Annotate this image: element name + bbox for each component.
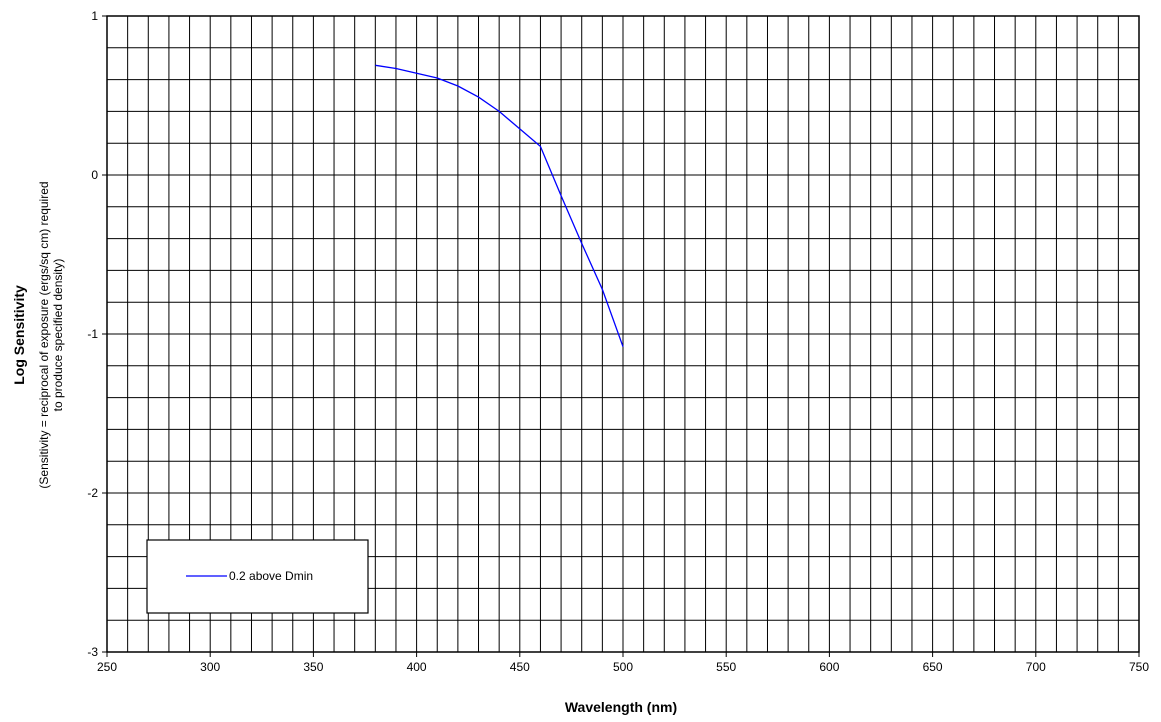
legend-label-0: 0.2 above Dmin [229, 569, 313, 583]
y-tick-label: 0 [91, 168, 98, 182]
y-axis-tick-labels: 1 0 -1 -2 -3 [87, 9, 107, 659]
y-axis-note-group: (Sensitivity = reciprocal of exposure (e… [37, 181, 51, 488]
x-tick-label: 550 [716, 660, 736, 674]
x-tick-label: 650 [923, 660, 943, 674]
y-axis-note-group-2: to produce specified density) [51, 259, 65, 412]
y-tick-label: -2 [87, 486, 98, 500]
gridlines [107, 16, 1139, 652]
y-tick-label: 1 [91, 9, 98, 23]
x-tick-label: 250 [97, 660, 117, 674]
y-axis-note-line-1: (Sensitivity = reciprocal of exposure (e… [37, 181, 51, 488]
y-axis-title: Log Sensitivity [11, 285, 27, 385]
legend: 0.2 above Dmin [146, 539, 369, 614]
x-axis-tick-labels: 250 300 350 400 450 500 550 600 650 700 750 [97, 652, 1149, 674]
x-tick-label: 500 [613, 660, 633, 674]
y-tick-label: -1 [87, 327, 98, 341]
x-tick-label: 400 [407, 660, 427, 674]
y-tick-label: -3 [87, 645, 98, 659]
x-tick-label: 350 [303, 660, 323, 674]
series-layer [375, 64, 624, 347]
legend-box [146, 539, 369, 614]
x-tick-label: 700 [1026, 660, 1046, 674]
x-tick-label: 300 [200, 660, 220, 674]
x-axis-title: Wavelength (nm) [565, 699, 677, 715]
series-line-0 [375, 64, 624, 347]
x-tick-label: 750 [1129, 660, 1149, 674]
x-tick-label: 600 [819, 660, 839, 674]
y-axis-note-line-2: to produce specified density) [51, 259, 65, 412]
x-tick-label: 450 [510, 660, 530, 674]
y-axis-title-group: Log Sensitivity [11, 285, 27, 385]
